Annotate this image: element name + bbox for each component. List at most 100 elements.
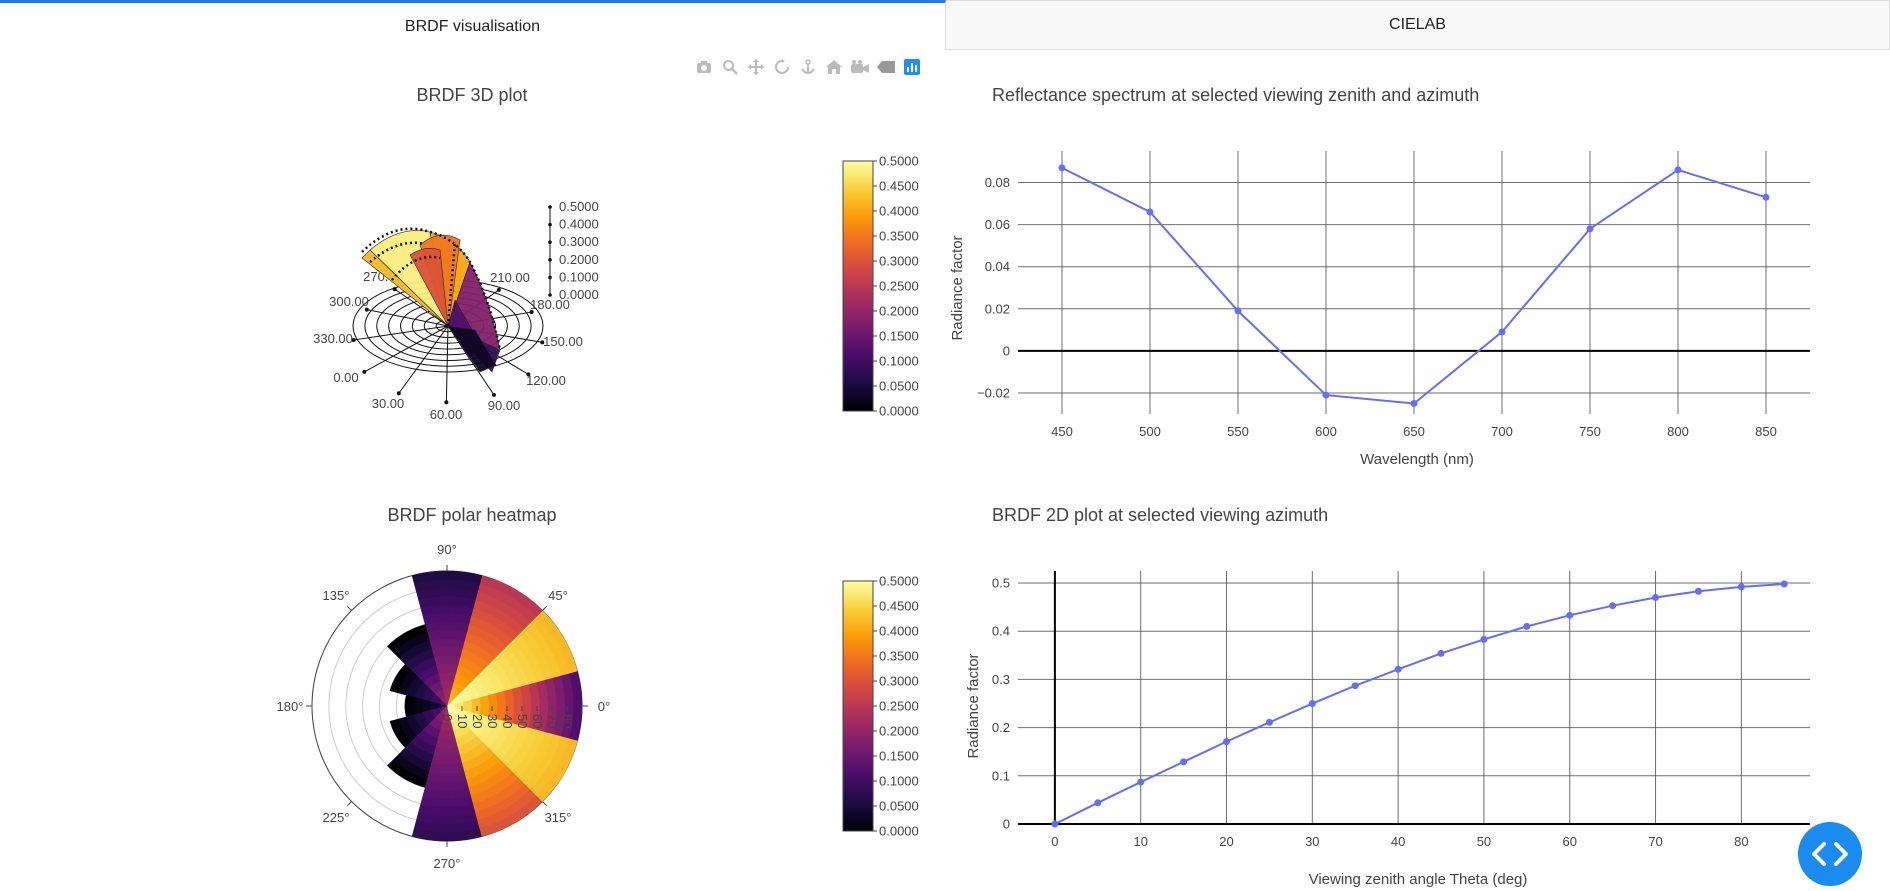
colorbar-tick-label: 0.2500: [879, 699, 919, 714]
data-point: [1780, 580, 1788, 588]
home-icon[interactable]: [824, 57, 844, 77]
azimuth-label: 30.00: [372, 396, 405, 411]
data-point: [1652, 594, 1660, 602]
spoke-end: [540, 340, 545, 345]
surface-patch: [409, 248, 449, 327]
x-tick-label: 60: [1563, 834, 1577, 849]
brdf-3d-plot[interactable]: BRDF 3D plot 0.00 30.00 60.00 90.00 120.00 15…: [313, 85, 599, 422]
pan-icon[interactable]: [746, 57, 766, 77]
x-tick-label: 450: [1051, 424, 1073, 439]
z-tick: [548, 293, 552, 297]
camera-reset-icon[interactable]: [850, 57, 870, 77]
colorbar-tick-label: 0.2000: [879, 724, 919, 739]
spectrum-ylabel: Radiance factor: [949, 235, 966, 340]
polar-heatmap-title: BRDF polar heatmap: [387, 505, 556, 525]
azimuth-label: 90.00: [488, 398, 521, 413]
spoke-end: [444, 400, 449, 405]
azimuth-label: 330.00: [313, 331, 353, 346]
x-tick-label: 750: [1579, 424, 1601, 439]
radial-tick-label: 30: [485, 714, 500, 728]
heatmap-cell: [437, 672, 457, 682]
colorbar-gradient: [842, 580, 874, 832]
y-tick-label: 0.3: [992, 672, 1010, 687]
angle-label: 45°: [548, 588, 568, 603]
orbit-rotate-icon[interactable]: [772, 57, 792, 77]
colorbar-tick-label: 0.2000: [879, 304, 919, 319]
brdf-surface: [361, 227, 502, 373]
data-point: [1737, 583, 1745, 591]
radial-tick-label: 80: [560, 714, 575, 728]
angle-label: 135°: [323, 588, 350, 603]
y-tick-label: 0.08: [985, 175, 1010, 190]
spoke-end: [351, 337, 356, 342]
radial-tick-label: 10: [455, 714, 470, 728]
azimuth-label: 120.00: [526, 373, 566, 388]
azimuth-labels-3d: 0.00 30.00 60.00 90.00 120.00 150.00 180.00210…: [313, 269, 583, 422]
polar-heatmap-plot[interactable]: BRDF polar heatmap 0° 45° 90° 135° 180° 225° 2…: [277, 505, 611, 871]
heatmap-cell: [437, 730, 457, 740]
z-tick-label: 0.0000: [559, 287, 599, 302]
brdf-2d-ylabel: Radiance factor: [965, 653, 982, 758]
x-tick-label: 40: [1391, 834, 1405, 849]
azimuth-label: 0.00: [333, 370, 358, 385]
data-point: [1223, 738, 1231, 746]
radial-tick-label: 20: [470, 714, 485, 728]
colorbar-tick-label: 0.3500: [879, 649, 919, 664]
modebar: [694, 56, 922, 78]
y-tick-label: 0.1: [992, 768, 1010, 783]
z-axis-3d: 0.5000 0.4000 0.3000 0.2000 0.1000 0.0000: [548, 199, 599, 302]
y-tick-label: 0.4: [992, 624, 1010, 639]
x-tick-label: 20: [1219, 834, 1233, 849]
z-tick-label: 0.3000: [559, 234, 599, 249]
code-icon: [1812, 842, 1848, 866]
y-tick-label: 0: [1003, 343, 1010, 358]
surface-edge: [369, 241, 426, 263]
heatmap-cell: [431, 646, 463, 658]
heatmap-cell: [536, 738, 578, 802]
radial-tick-label: 40: [500, 714, 515, 728]
heatmap-cell: [433, 655, 461, 666]
colorbar-tick-label: 0.4500: [879, 599, 919, 614]
tab-brdf-visualisation[interactable]: BRDF visualisation: [0, 0, 946, 50]
brdf-2d-title: BRDF 2D plot at selected viewing azimuth: [992, 505, 1328, 525]
camera-icon[interactable]: [694, 57, 714, 77]
x-tick-label: 700: [1491, 424, 1513, 439]
azimuth-label: 150.00: [543, 334, 583, 349]
angle-label: 180°: [277, 699, 304, 714]
colorbar-tick-label: 0.1500: [879, 749, 919, 764]
colorbar-tick-label: 0.4000: [879, 624, 919, 639]
data-point: [1586, 225, 1594, 233]
spectrum-xlabel: Wavelength (nm): [1360, 451, 1474, 468]
hover-tag-icon[interactable]: [876, 57, 896, 77]
spoke-3d: [398, 325, 449, 394]
data-point: [1146, 208, 1154, 216]
tab-cielab[interactable]: CIELAB: [946, 0, 1890, 50]
plotly-logo-icon[interactable]: [902, 57, 922, 77]
angle-label: 90°: [437, 542, 457, 557]
brdf-2d-plot[interactable]: BRDF 2D plot at selected viewing azimuth…: [965, 505, 1810, 888]
x-tick-label: 0: [1051, 834, 1058, 849]
heatmap-cell: [413, 696, 423, 716]
data-point: [1051, 820, 1059, 828]
x-tick-label: 850: [1755, 424, 1777, 439]
code-toggle-button[interactable]: [1798, 822, 1862, 886]
surface-edge: [391, 255, 441, 281]
colorbar-tick-label: 0.0500: [879, 799, 919, 814]
heatmap-cell: [389, 663, 412, 694]
heatmap-cell: [433, 746, 461, 757]
spoke-3d: [366, 309, 449, 327]
tab-bar: BRDF visualisation CIELAB: [0, 0, 1890, 50]
heatmap-cell: [431, 754, 463, 766]
data-point: [1674, 166, 1682, 174]
x-tick-label: 600: [1315, 424, 1337, 439]
spoke-end: [396, 391, 401, 396]
turntable-icon[interactable]: [798, 57, 818, 77]
zoom-icon[interactable]: [720, 57, 740, 77]
y-tick-label: 0: [1003, 817, 1010, 832]
spoke-3d: [445, 325, 449, 403]
colorbar-tick-label: 0.4000: [879, 204, 919, 219]
heatmap-cell: [386, 624, 428, 653]
data-point: [1566, 611, 1574, 619]
spectrum-plot[interactable]: Reflectance spectrum at selected viewing…: [949, 85, 1810, 468]
